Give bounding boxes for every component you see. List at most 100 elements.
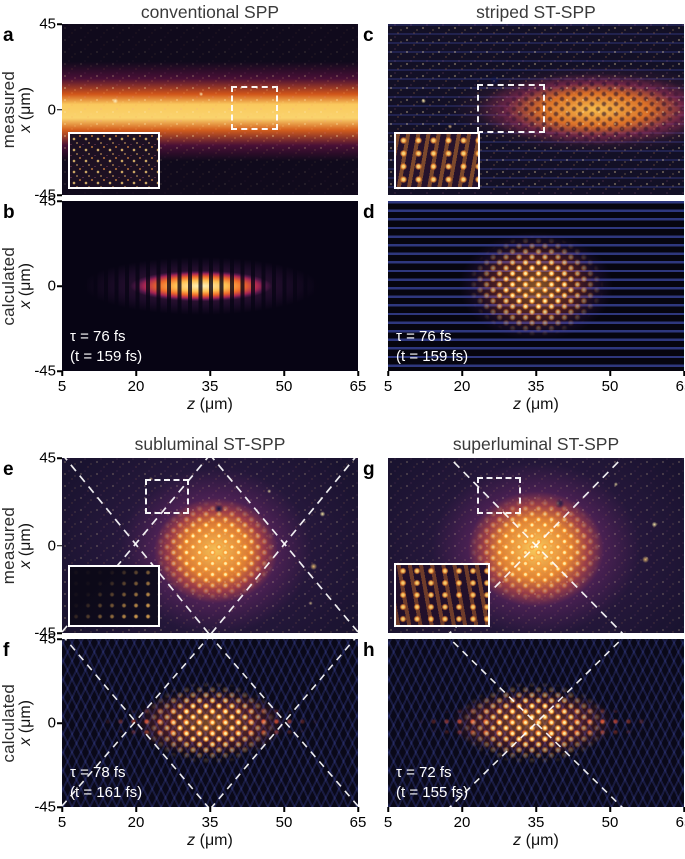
x-tick: 50 (601, 814, 619, 831)
time-value: (t = 161 fs) (70, 783, 143, 801)
y-tick: 0 (47, 277, 56, 295)
y-tick: -45 (34, 798, 56, 816)
x-axis-ticks-d: 5 20 35 50 65 (384, 378, 685, 396)
panel-d-heatmap-calculated-striped-st-spp: τ = 76 fs (t = 159 fs) (388, 201, 684, 371)
y-axis-ticks-e: 45 0 -45 (34, 450, 56, 642)
y-axis-ticks-f: 45 0 -45 (34, 631, 56, 816)
tau-value: τ = 78 fs (70, 764, 126, 781)
panel-letter-b: b (3, 202, 15, 223)
interference-fringes (62, 201, 358, 371)
panel-f-heatmap-calculated-subluminal-st-spp: τ = 78 fs (t = 161 fs) (62, 639, 358, 807)
y-tick: -45 (34, 362, 56, 380)
x-axis-ticks-h: 5 20 35 50 65 (384, 814, 685, 832)
y-axis-tickmarks-b (57, 200, 62, 372)
y-tick: 45 (39, 192, 56, 210)
panel-letter-a: a (3, 25, 14, 46)
x-tick: 35 (201, 378, 219, 395)
panel-letter-f: f (3, 640, 10, 661)
x-axis-label-h: z (μm) (513, 832, 559, 849)
panel-e-heatmap-measured-subluminal-st-spp (62, 458, 358, 633)
x-axis-tickmarks-b (61, 371, 359, 376)
x-tick: 20 (127, 814, 145, 831)
roi-dashed-box (476, 477, 522, 514)
roi-dashed-box (144, 479, 190, 514)
y-axis-label-e: x (μm) (17, 458, 34, 633)
y-tick: 0 (47, 537, 56, 554)
inset-magnified-view (68, 565, 160, 627)
time-value: (t = 155 fs) (396, 783, 469, 801)
y-axis-ticks-a: 45 0 -45 (34, 16, 56, 204)
pulse-duration-annotation: τ = 76 fs (t = 159 fs) (396, 327, 468, 366)
x-tick: 20 (453, 814, 471, 831)
tau-value: τ = 72 fs (396, 764, 452, 781)
y-axis-ticks-b: 45 0 -45 (34, 193, 56, 380)
panel-letter-h: h (363, 640, 375, 661)
x-axis-label-d: z (μm) (513, 396, 559, 413)
panel-a-heatmap-measured-conventional-spp (62, 24, 358, 195)
y-axis-tickmarks-e (57, 457, 62, 634)
inset-magnified-view (394, 563, 490, 627)
x-tick: 5 (57, 814, 67, 831)
x-tick: 50 (275, 814, 293, 831)
y-axis-tickmarks-a (57, 23, 62, 196)
x-axis-tickmarks-h (387, 807, 685, 812)
x-axis-label-b: z (μm) (187, 396, 233, 413)
x-tick: 20 (453, 378, 471, 395)
panel-letter-c: c (363, 25, 374, 46)
x-tick: 5 (383, 814, 393, 831)
panel-b-heatmap-calculated-conventional-spp: τ = 76 fs (t = 159 fs) (62, 201, 358, 371)
tau-value: τ = 76 fs (70, 328, 126, 345)
column-title-striped-st-spp: striped ST-SPP (476, 2, 596, 22)
column-title-subluminal-st-spp: subluminal ST-SPP (134, 434, 286, 454)
x-axis-tickmarks-f (61, 807, 359, 812)
x-tick: 5 (383, 378, 393, 395)
pulse-duration-annotation: τ = 78 fs (t = 161 fs) (70, 763, 142, 802)
inset-magnified-view (394, 132, 480, 189)
pulse-duration-annotation: τ = 76 fs (t = 159 fs) (70, 327, 142, 366)
row-label-calculated-top: calculated (0, 201, 18, 371)
pulse-duration-annotation: τ = 72 fs (t = 155 fs) (396, 763, 468, 802)
x-tick: 35 (201, 814, 219, 831)
time-value: (t = 159 fs) (396, 347, 469, 365)
x-tick: 35 (527, 378, 545, 395)
column-title-superluminal-st-spp: superluminal ST-SPP (452, 434, 620, 454)
row-label-text: measured (0, 506, 18, 585)
y-axis-label-a: x (μm) (17, 24, 34, 195)
panel-g-heatmap-measured-superluminal-st-spp (388, 458, 684, 633)
row-label-measured-top: measured (0, 24, 18, 195)
x-tick: 35 (527, 814, 545, 831)
y-axis-label-text: x (μm) (16, 263, 34, 309)
y-tick: 45 (39, 15, 56, 33)
column-title-conventional-spp: conventional SPP (140, 2, 280, 22)
y-tick: -45 (34, 186, 56, 204)
y-axis-label-text: x (μm) (16, 522, 34, 569)
x-tick: 65 (675, 814, 685, 831)
panel-letter-e: e (3, 459, 14, 480)
y-axis-label-text: x (μm) (16, 700, 34, 746)
tau-value: τ = 76 fs (396, 328, 452, 345)
x-tick: 50 (275, 378, 293, 395)
inset-magnified-view (68, 132, 160, 189)
y-tick: 45 (39, 449, 56, 467)
panel-letter-d: d (363, 202, 375, 223)
panel-c-heatmap-measured-striped-st-spp (388, 24, 684, 195)
y-tick: -45 (34, 624, 56, 642)
x-axis-label-f: z (μm) (187, 832, 233, 849)
time-value: (t = 159 fs) (70, 347, 143, 365)
x-axis-ticks-b: 5 20 35 50 65 (58, 378, 367, 396)
y-axis-label-b: x (μm) (17, 201, 34, 371)
row-label-text: measured (0, 70, 18, 149)
lattice-spots (388, 201, 684, 371)
y-tick: 45 (39, 630, 56, 648)
y-tick: 0 (47, 714, 56, 732)
y-axis-label-f: x (μm) (17, 639, 34, 807)
x-axis-ticks-f: 5 20 35 50 65 (58, 814, 367, 832)
x-tick: 65 (349, 814, 367, 831)
row-label-measured-bottom: measured (0, 458, 18, 633)
x-tick: 20 (127, 378, 145, 395)
y-axis-tickmarks-f (57, 638, 62, 808)
roi-dashed-box (476, 83, 545, 134)
panel-h-heatmap-calculated-superluminal-st-spp: τ = 72 fs (t = 155 fs) (388, 639, 684, 807)
x-tick: 5 (57, 378, 67, 395)
